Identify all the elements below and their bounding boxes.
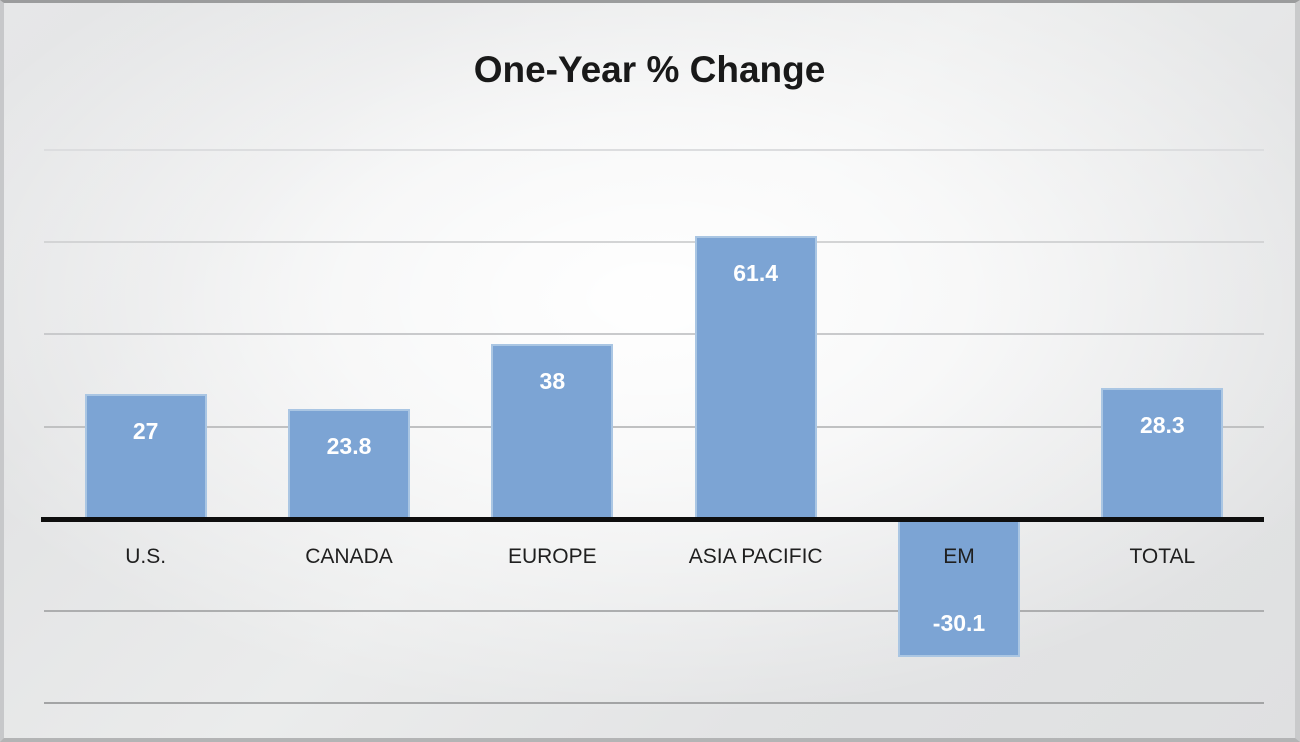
bar-value-label: 27 [132, 418, 159, 445]
bar-value-label: 61.4 [733, 259, 779, 286]
gridline [44, 702, 1264, 704]
category-label-asia-pacific: ASIA PACIFIC [688, 545, 823, 568]
bar-u-s-: 27 [84, 394, 207, 519]
bar-value-label: -30.1 [932, 610, 986, 637]
gridline [44, 333, 1264, 336]
category-label-em: EM [943, 545, 975, 568]
bar-canada: 23.8 [288, 408, 410, 519]
bar-total: 28.3 [1101, 388, 1224, 519]
category-label-europe: EUROPE [507, 545, 597, 568]
gridline [44, 149, 1264, 151]
x-axis-line [41, 516, 1264, 522]
bar-value-label: 38 [539, 367, 566, 394]
bar-europe: 38 [491, 343, 614, 519]
category-label-canada: CANADA [305, 545, 393, 568]
gridline [44, 241, 1264, 244]
plot-area: 27 23.8 38 61.4 -30.1 28.3 U.S. CANADA EUROPE ASI… [4, 3, 1295, 738]
bar-em: -30.1 [898, 518, 1020, 658]
bar-asia-pacific: 61.4 [694, 235, 817, 519]
gridline [44, 425, 1264, 428]
gridline [44, 609, 1264, 612]
bar-value-label: 28.3 [1139, 412, 1185, 439]
category-label-total: TOTAL [1129, 545, 1196, 568]
bar-value-label: 23.8 [326, 432, 372, 459]
chart-title: One-Year % Change [473, 49, 826, 90]
category-label-u-s-: U.S. [125, 545, 167, 568]
